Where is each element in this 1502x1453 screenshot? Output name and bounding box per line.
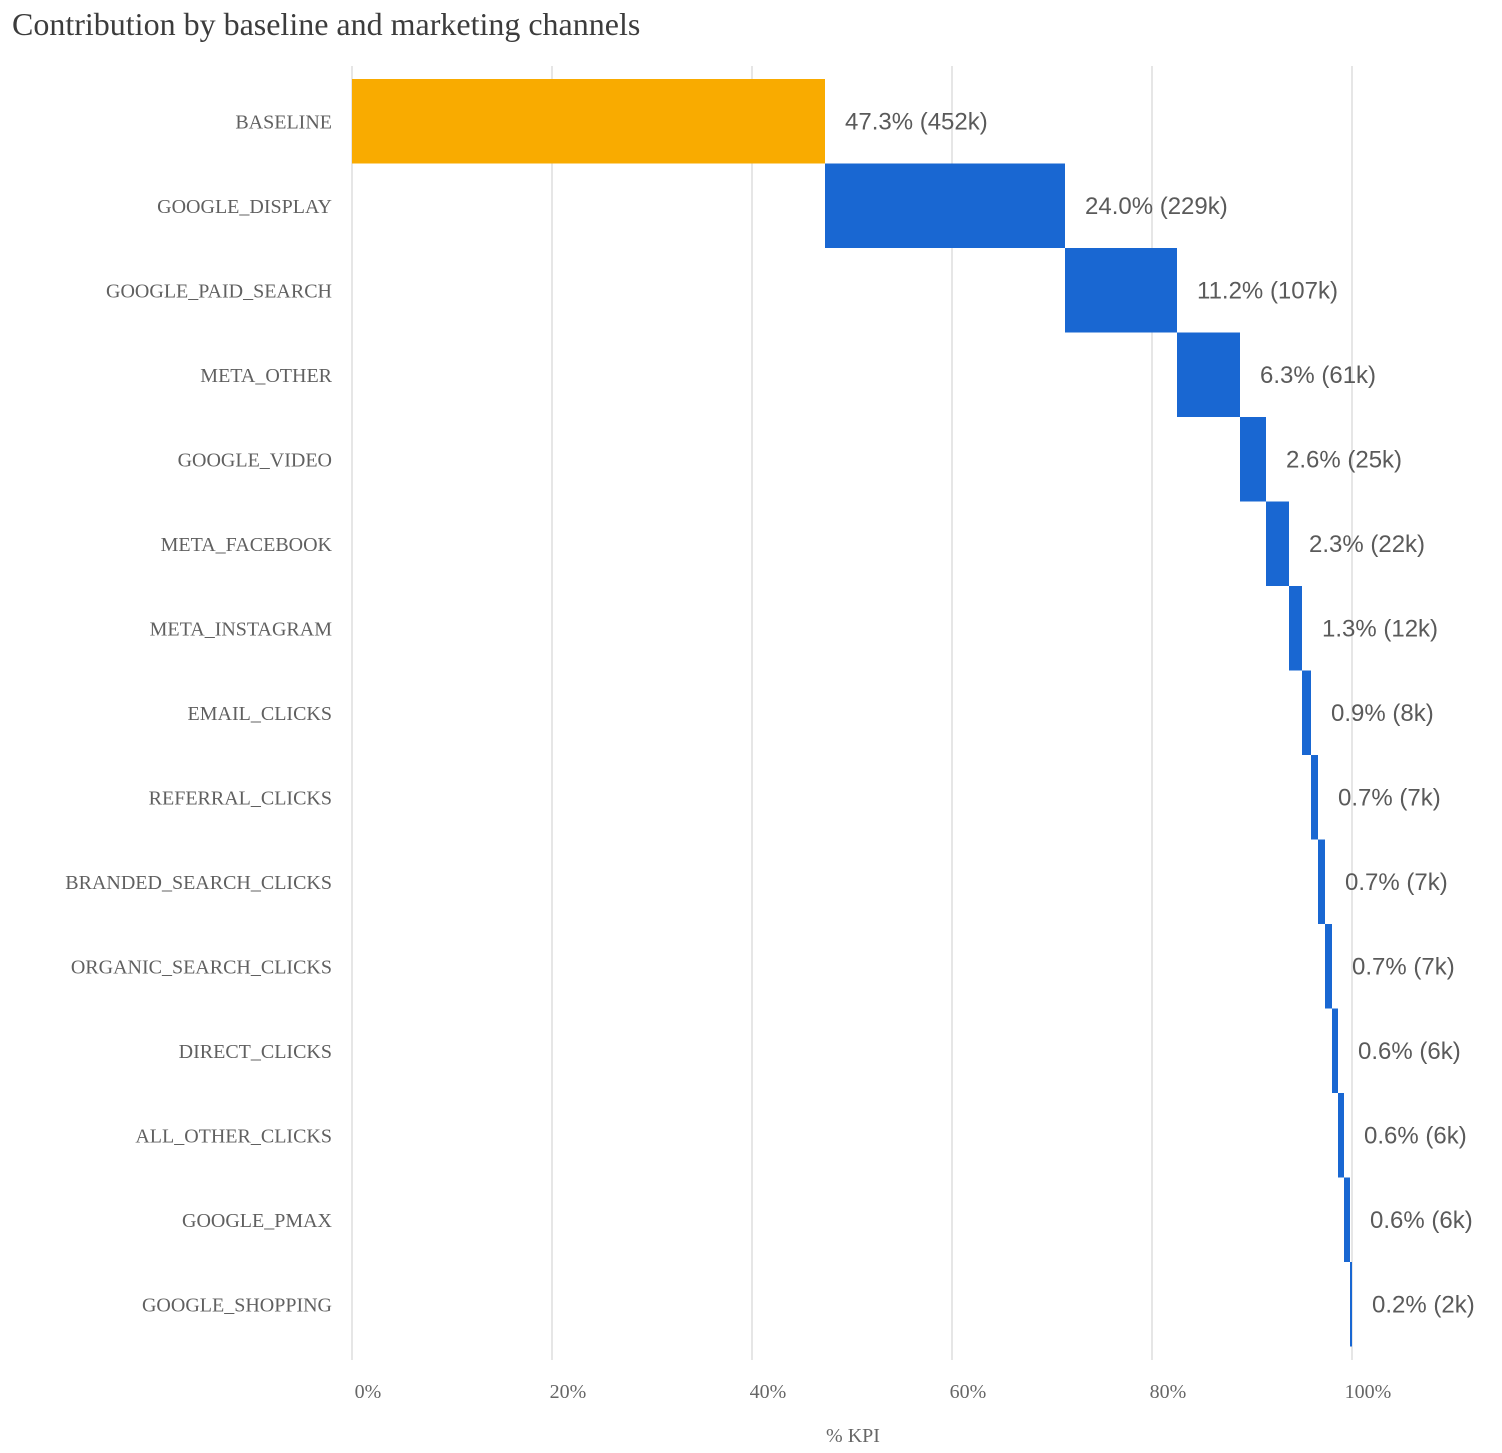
data-label: 24.0% (229k) — [1085, 193, 1228, 220]
data-label: 2.3% (22k) — [1309, 531, 1425, 558]
x-tick-labels: 0% 20% 40% 60% 80% 100% — [355, 1381, 1392, 1403]
category-label: GOOGLE_VIDEO — [178, 449, 332, 471]
category-label: DIRECT_CLICKS — [179, 1041, 332, 1063]
bar — [1177, 332, 1240, 417]
bar — [1266, 501, 1289, 586]
data-label: 6.3% (61k) — [1260, 362, 1376, 389]
bar — [1302, 670, 1311, 755]
category-label: META_OTHER — [200, 365, 332, 387]
data-label: 0.6% (6k) — [1370, 1207, 1473, 1234]
category-label: ORGANIC_SEARCH_CLICKS — [71, 956, 332, 978]
category-label: GOOGLE_PMAX — [182, 1210, 333, 1232]
category-label: REFERRAL_CLICKS — [149, 787, 332, 809]
data-label: 0.6% (6k) — [1364, 1122, 1467, 1149]
x-tick-label: 60% — [950, 1381, 987, 1403]
category-label: ALL_OTHER_CLICKS — [135, 1125, 332, 1147]
data-label: 0.7% (7k) — [1352, 953, 1455, 980]
category-labels: BASELINE GOOGLE_DISPLAY GOOGLE_PAID_SEARCH… — [65, 111, 332, 1316]
category-label: GOOGLE_PAID_SEARCH — [106, 280, 332, 302]
data-label: 1.3% (12k) — [1322, 615, 1438, 642]
category-label: BASELINE — [235, 111, 332, 133]
data-label: 11.2% (107k) — [1197, 277, 1338, 304]
category-label: EMAIL_CLICKS — [188, 703, 332, 725]
chart-title: Contribution by baseline and marketing c… — [12, 6, 641, 42]
x-tick-label: 40% — [750, 1381, 787, 1403]
bar — [1338, 1093, 1344, 1178]
category-label: GOOGLE_DISPLAY — [157, 196, 332, 218]
data-labels: 47.3% (452k) 24.0% (229k) 11.2% (107k) 6.3%… — [845, 108, 1475, 1318]
bar — [1311, 755, 1318, 840]
bar — [825, 163, 1065, 248]
data-label: 0.6% (6k) — [1358, 1038, 1461, 1065]
category-label: GOOGLE_SHOPPING — [142, 1294, 332, 1316]
gridlines — [351, 66, 1353, 1360]
bar — [1325, 924, 1332, 1009]
x-tick-label: 80% — [1150, 1381, 1187, 1403]
data-label: 0.7% (7k) — [1338, 784, 1441, 811]
data-label: 0.2% (2k) — [1372, 1291, 1475, 1318]
x-tick-label: 20% — [550, 1381, 587, 1403]
x-tick-label: 100% — [1345, 1381, 1392, 1403]
data-label: 0.7% (7k) — [1345, 869, 1448, 896]
bar — [1318, 839, 1325, 924]
x-tick-label: 0% — [355, 1381, 382, 1403]
category-label: META_INSTAGRAM — [150, 618, 333, 640]
data-label: 47.3% (452k) — [845, 108, 988, 135]
bar — [1332, 1008, 1338, 1093]
bar — [352, 79, 825, 164]
category-label: META_FACEBOOK — [161, 534, 333, 556]
bar — [1289, 586, 1302, 671]
bar — [1350, 1262, 1352, 1347]
data-label: 0.9% (8k) — [1331, 700, 1434, 727]
bars — [352, 79, 1352, 1347]
bar — [1344, 1177, 1350, 1262]
category-label: BRANDED_SEARCH_CLICKS — [65, 872, 332, 894]
x-axis-title: % KPI — [826, 1425, 880, 1447]
data-label: 2.6% (25k) — [1286, 446, 1402, 473]
bar — [1065, 248, 1177, 333]
bar — [1240, 417, 1266, 502]
